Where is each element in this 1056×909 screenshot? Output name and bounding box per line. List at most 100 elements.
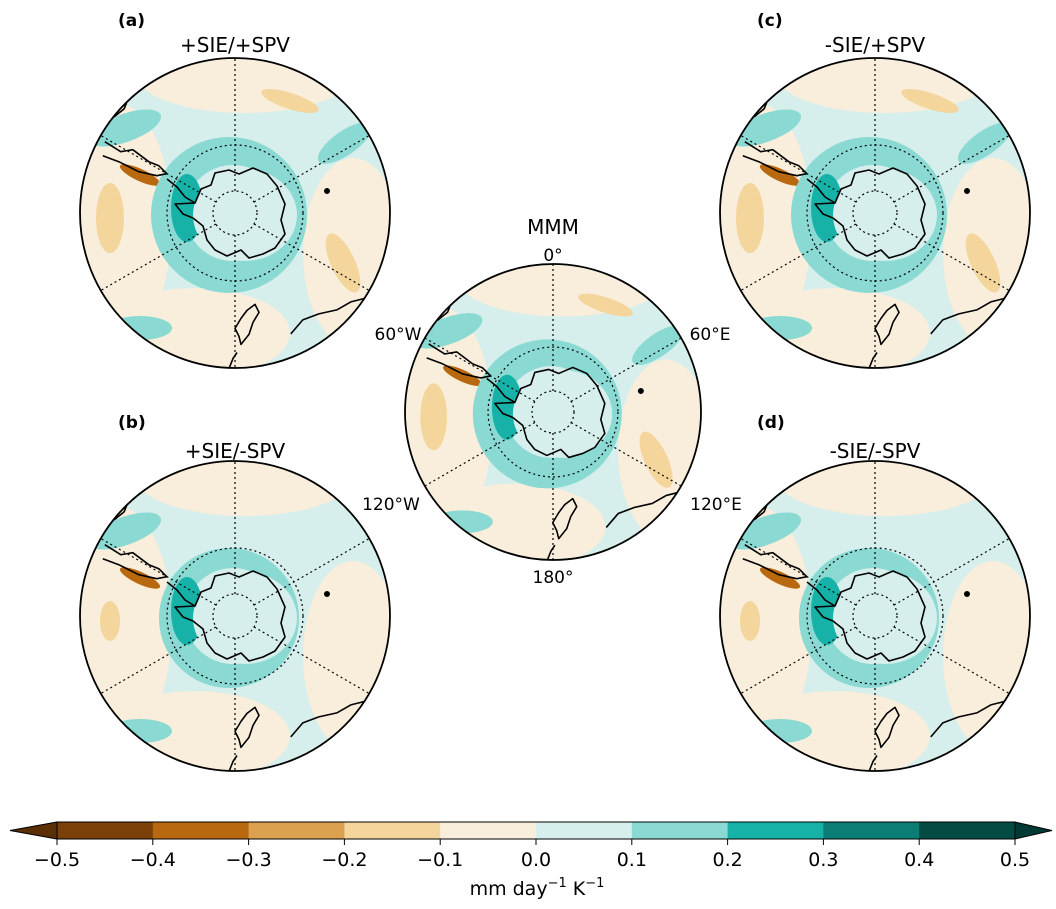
graticule xyxy=(100,461,370,771)
colorbar-tick-label: −0.3 xyxy=(226,849,272,871)
field-negpatch-west xyxy=(420,383,448,451)
panel-a-letter: (a) xyxy=(118,11,145,31)
panel-center: MMM 0° 60°W 60°E 120°W 120°E 180° xyxy=(362,215,742,588)
panel-a-title: +SIE/+SPV xyxy=(180,33,290,57)
panel-d-letter: (d) xyxy=(757,413,785,433)
colorbar-segment xyxy=(344,822,441,839)
antarctica-coast xyxy=(814,570,926,662)
graticule xyxy=(740,58,1010,368)
south-america-coast xyxy=(102,141,168,177)
new-zealand-coast xyxy=(228,303,260,368)
graticule xyxy=(424,264,682,560)
colorbar-segment xyxy=(440,822,537,839)
antarctic-peninsula-coast xyxy=(166,178,196,204)
kerguelen-island xyxy=(963,188,970,195)
map-boundary xyxy=(404,263,702,561)
colorbar-tick-label: 0.1 xyxy=(617,849,647,871)
field-neg-south xyxy=(100,288,290,368)
colorbar-extend-min xyxy=(9,821,58,840)
field-neg-south xyxy=(740,288,930,368)
field-negpatch-sa xyxy=(443,365,482,387)
meridian-line xyxy=(893,537,1010,606)
meridian-line xyxy=(100,134,217,203)
field-negpatch-east xyxy=(325,233,361,293)
colorbar-segment xyxy=(536,822,633,839)
field-neg-south xyxy=(424,483,606,560)
meridian-line xyxy=(424,337,536,403)
meridian-line xyxy=(893,223,1010,292)
field-negpatch-west xyxy=(736,183,764,253)
field-pos-nw xyxy=(413,313,483,349)
meridian-line xyxy=(740,626,857,695)
map-field xyxy=(720,461,1030,771)
graticule xyxy=(100,58,370,368)
field-negpatch-north xyxy=(261,89,319,113)
colorbar-segment xyxy=(919,822,1016,839)
meridian-line xyxy=(570,421,682,487)
colorbar-unit-label: mm day−1 K−1 xyxy=(470,876,605,900)
colorbar-tick-label: 0.5 xyxy=(1000,849,1030,871)
panel-b-title: +SIE/-SPV xyxy=(185,439,286,463)
lon-label-0: 0° xyxy=(543,246,562,266)
meridian-line xyxy=(740,223,857,292)
kerguelen-island xyxy=(323,188,330,195)
meridian-line xyxy=(740,134,857,203)
field-negpatch-sa xyxy=(759,567,801,589)
lat-circle-80s xyxy=(212,593,258,639)
antarctic-peninsula-coast xyxy=(486,377,516,404)
map-field xyxy=(405,264,701,560)
panel-b: (b) +SIE/-SPV xyxy=(79,413,391,772)
colorbar-segments xyxy=(9,821,1053,840)
colorbar-tick-label: 0.0 xyxy=(521,849,551,871)
field-neg-south xyxy=(740,691,930,771)
new-zealand-coast xyxy=(546,497,578,560)
antarctica-fill xyxy=(193,169,297,261)
antarctica-coast xyxy=(174,570,286,662)
panel-c: (c) -SIE/+SPV xyxy=(719,11,1031,369)
field-negpatch-east xyxy=(965,233,1001,293)
colorbar-tick-label: 0.2 xyxy=(712,849,742,871)
panel-b-letter: (b) xyxy=(118,413,146,433)
lat-circle-80s xyxy=(852,593,898,639)
south-america-coast xyxy=(742,141,808,177)
meridian-line xyxy=(253,223,370,292)
meridian-line xyxy=(740,537,857,606)
antarctica-coast xyxy=(174,167,286,259)
map-field xyxy=(720,58,1030,368)
meridian-line xyxy=(253,626,370,695)
south-america-coast xyxy=(742,544,808,580)
lon-label-60e: 60°E xyxy=(690,325,731,345)
map-boundary xyxy=(719,460,1031,772)
meridian-line xyxy=(100,537,217,606)
antarctica-coast xyxy=(814,167,926,259)
kerguelen-island xyxy=(637,387,644,394)
colorbar-segment xyxy=(823,822,920,839)
meridian-line xyxy=(100,223,217,292)
field-negpatch-west xyxy=(740,601,760,641)
map-boundary xyxy=(79,460,391,772)
field-pos-ne xyxy=(317,122,373,164)
colorbar: −0.5 −0.4 −0.3 −0.2 −0.1 0.0 0.1 0.2 0.3 0.4 0.5 m… xyxy=(9,821,1053,900)
meridian-line xyxy=(253,134,370,203)
colorbar-extend-max xyxy=(1014,821,1053,840)
south-america-coast xyxy=(426,343,492,379)
australia-coast xyxy=(930,297,1007,335)
lat-circle-80s xyxy=(212,190,258,236)
panel-d-title: -SIE/-SPV xyxy=(830,439,921,463)
field-negpatch-north xyxy=(578,293,633,317)
colorbar-tick-label: −0.1 xyxy=(417,849,463,871)
colorbar-tick-label: −0.2 xyxy=(321,849,367,871)
field-negpatch-west xyxy=(100,601,120,641)
field-pos-nw xyxy=(88,512,162,550)
south-america-coast xyxy=(102,544,168,580)
lat-circle-80s xyxy=(531,390,575,434)
field-pos-ne xyxy=(957,122,1013,164)
colorbar-tick-label: 0.4 xyxy=(904,849,934,871)
map-field xyxy=(80,461,390,771)
new-zealand-coast xyxy=(228,706,260,771)
lon-label-180: 180° xyxy=(533,568,574,588)
colorbar-segment xyxy=(631,822,729,839)
colorbar-tick-label: −0.4 xyxy=(130,849,176,871)
field-pos-nw xyxy=(728,109,802,147)
map-boundary xyxy=(79,57,391,369)
